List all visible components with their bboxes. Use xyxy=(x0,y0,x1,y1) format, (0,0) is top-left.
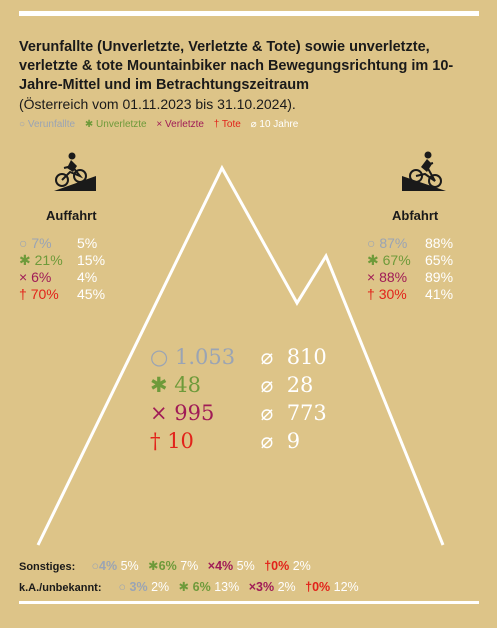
abfahrt-verletzte-value: × 88% xyxy=(367,269,408,285)
auffahrt-unverletzte-value: ✱ 21% xyxy=(19,252,63,268)
unbekannt-row: k.A./unbekannt: ○ 3% 2% ✱ 6% 13% ×3% 2% … xyxy=(19,579,365,594)
avg-symbol: ⌀ xyxy=(260,429,274,453)
sonstiges-unverletzte: ✱6% xyxy=(148,559,177,573)
unbekannt-verunfallte-avg: 2% xyxy=(151,580,170,594)
top-rule xyxy=(19,11,479,16)
avg-symbol: ⌀ xyxy=(260,345,274,369)
abfahrt-stats: ○ 87% 88% ✱ 67% 65% × 88% 89% † 30% 41% xyxy=(367,235,453,303)
downhill-cyclist-icon xyxy=(402,151,446,191)
abfahrt-verunfallte-avg: 88% xyxy=(425,235,454,251)
uphill-cyclist-icon xyxy=(54,152,96,191)
auffahrt-verunfallte-avg: 5% xyxy=(77,235,98,251)
totals-row-verletzte: × 995 ⌀ 773 xyxy=(150,399,327,427)
total-verletzte: × 995 xyxy=(150,401,215,425)
abfahrt-unverletzte-value: ✱ 67% xyxy=(367,252,411,268)
sonstiges-tote-avg: 2% xyxy=(292,559,311,573)
abfahrt-unverletzte-avg: 65% xyxy=(425,252,454,268)
totals-block: ○ 1.053 ⌀ 810 ✱ 48 ⌀ 28 × 995 ⌀ 773 † 10 ⌀ 9 xyxy=(150,343,327,455)
chart-title: Verunfallte (Unverletzte, Verletzte & To… xyxy=(19,39,454,93)
auffahrt-row-verunfallte: ○ 7% 5% xyxy=(19,235,105,252)
auffahrt-verletzte-avg: 4% xyxy=(77,269,98,285)
unbekannt-unverletzte: ✱ 6% xyxy=(178,580,211,594)
avg-symbol: ⌀ xyxy=(260,373,274,397)
avg-tote: 9 xyxy=(286,429,301,453)
auffahrt-label: Auffahrt xyxy=(46,208,97,223)
legend-item-verletzte: × Verletzte xyxy=(156,119,204,130)
totals-row-tote: † 10 ⌀ 9 xyxy=(150,427,327,455)
auffahrt-tote-avg: 45% xyxy=(77,286,106,302)
totals-row-unverletzte: ✱ 48 ⌀ 28 xyxy=(150,371,327,399)
totals-row-verunfallte: ○ 1.053 ⌀ 810 xyxy=(150,343,327,371)
chart-subtitle: (Österreich vom 01.11.2023 bis 31.10.202… xyxy=(19,96,296,112)
unbekannt-verletzte: ×3% xyxy=(248,580,275,594)
bottom-rule xyxy=(19,601,479,604)
sonstiges-verunfallte: ○4% xyxy=(91,559,118,573)
abfahrt-verunfallte-value: ○ 87% xyxy=(367,235,408,251)
sonstiges-tote: †0% xyxy=(264,559,290,573)
abfahrt-row-verunfallte: ○ 87% 88% xyxy=(367,235,453,252)
abfahrt-tote-avg: 41% xyxy=(425,286,454,302)
abfahrt-row-unverletzte: ✱ 67% 65% xyxy=(367,252,453,269)
total-verunfallte: ○ 1.053 xyxy=(150,345,236,369)
unbekannt-label: k.A./unbekannt: xyxy=(19,582,102,594)
legend-item-unverletzte: ✱ Unverletzte xyxy=(84,119,147,130)
auffahrt-tote-value: † 70% xyxy=(19,286,59,302)
abfahrt-label: Abfahrt xyxy=(392,208,439,223)
unbekannt-verletzte-avg: 2% xyxy=(277,580,296,594)
abfahrt-row-tote: † 30% 41% xyxy=(367,286,453,303)
abfahrt-row-verletzte: × 88% 89% xyxy=(367,269,453,286)
avg-unverletzte: 28 xyxy=(286,373,314,397)
auffahrt-row-unverletzte: ✱ 21% 15% xyxy=(19,252,105,269)
unbekannt-unverletzte-avg: 13% xyxy=(214,580,240,594)
avg-symbol: ⌀ xyxy=(260,401,274,425)
legend: ○ Verunfallte ✱ Unverletzte × Verletzte … xyxy=(19,119,305,130)
unbekannt-verunfallte: ○ 3% xyxy=(118,580,148,594)
auffahrt-unverletzte-avg: 15% xyxy=(77,252,106,268)
total-tote: † 10 xyxy=(150,429,194,453)
auffahrt-verletzte-value: × 6% xyxy=(19,269,52,285)
avg-verletzte: 773 xyxy=(286,401,327,425)
legend-item-tote: † Tote xyxy=(213,119,241,130)
legend-item-verunfallte: ○ Verunfallte xyxy=(19,119,76,130)
abfahrt-verletzte-avg: 89% xyxy=(425,269,454,285)
sonstiges-verunfallte-avg: 5% xyxy=(120,559,139,573)
sonstiges-label: Sonstiges: xyxy=(19,561,76,573)
auffahrt-verunfallte-value: ○ 7% xyxy=(19,235,52,251)
auffahrt-stats: ○ 7% 5% ✱ 21% 15% × 6% 4% † 70% 45% xyxy=(19,235,105,303)
abfahrt-tote-value: † 30% xyxy=(367,286,407,302)
total-unverletzte: ✱ 48 xyxy=(150,373,202,397)
legend-item-10-jahre: ⌀ 10 Jahre xyxy=(250,119,299,130)
auffahrt-row-verletzte: × 6% 4% xyxy=(19,269,105,286)
sonstiges-verletzte: ×4% xyxy=(207,559,234,573)
sonstiges-unverletzte-avg: 7% xyxy=(180,559,199,573)
sonstiges-row: Sonstiges: ○4% 5% ✱6% 7% ×4% 5% †0% 2% xyxy=(19,558,317,573)
auffahrt-row-tote: † 70% 45% xyxy=(19,286,105,303)
avg-verunfallte: 810 xyxy=(286,345,327,369)
unbekannt-tote-avg: 12% xyxy=(333,580,359,594)
unbekannt-tote: †0% xyxy=(305,580,331,594)
sonstiges-verletzte-avg: 5% xyxy=(236,559,255,573)
